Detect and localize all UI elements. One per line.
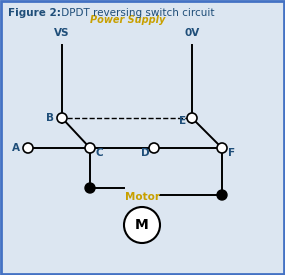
Text: M: M: [135, 218, 149, 232]
Text: DPDT reversing switch circuit: DPDT reversing switch circuit: [58, 8, 215, 18]
Circle shape: [149, 143, 159, 153]
Text: B: B: [46, 113, 54, 123]
Circle shape: [187, 113, 197, 123]
Text: C: C: [95, 148, 103, 158]
Circle shape: [217, 143, 227, 153]
Text: D: D: [141, 148, 149, 158]
Circle shape: [85, 183, 95, 193]
Text: E: E: [180, 116, 187, 126]
Circle shape: [57, 113, 67, 123]
Text: 0V: 0V: [184, 28, 200, 38]
Circle shape: [23, 143, 33, 153]
Text: Motor: Motor: [125, 192, 160, 202]
Circle shape: [124, 207, 160, 243]
Text: Power Supply: Power Supply: [90, 15, 166, 25]
Text: Figure 2:: Figure 2:: [8, 8, 61, 18]
Text: A: A: [12, 143, 20, 153]
Text: VS: VS: [54, 28, 70, 38]
Text: F: F: [229, 148, 236, 158]
Circle shape: [217, 190, 227, 200]
Circle shape: [85, 143, 95, 153]
